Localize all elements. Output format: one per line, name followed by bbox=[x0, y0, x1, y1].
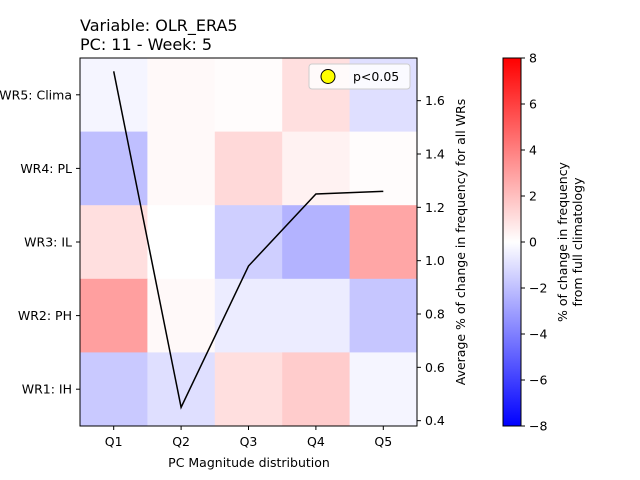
heatmap-cell-1-2 bbox=[214, 131, 283, 206]
y-tick-label: WR2: PH bbox=[18, 308, 72, 323]
heatmap-cell-4-3 bbox=[282, 352, 351, 427]
right-tick-label: 0.8 bbox=[425, 307, 445, 322]
heatmap-cell-0-1 bbox=[147, 58, 216, 133]
colorbar bbox=[502, 57, 522, 427]
heatmap-grid bbox=[80, 58, 418, 427]
heatmap-cell-0-2 bbox=[214, 58, 283, 133]
x-tick-label: Q5 bbox=[374, 434, 392, 449]
chart-title-line-1: Variable: OLR_ERA5 bbox=[80, 16, 238, 36]
colorbar-tick-label: 0 bbox=[529, 235, 537, 250]
x-tick-label: Q1 bbox=[105, 434, 123, 449]
heatmap-cell-3-2 bbox=[214, 278, 283, 353]
heatmap-cell-2-0 bbox=[80, 205, 148, 280]
heatmap-cell-2-4 bbox=[349, 205, 418, 280]
x-tick-label: Q3 bbox=[240, 434, 258, 449]
heatmap-cell-4-2 bbox=[214, 352, 283, 427]
colorbar-tick-label: 6 bbox=[529, 97, 537, 112]
heatmap-cell-0-0 bbox=[80, 58, 148, 133]
colorbar-tick-label: 4 bbox=[529, 143, 537, 158]
right-tick-label: 1.0 bbox=[425, 253, 445, 268]
y-axis-ticks: WR5: Clima WR4: PL WR3: IL WR2: PH WR1: IH bbox=[0, 87, 80, 397]
heatmap-cell-3-1 bbox=[147, 278, 216, 353]
colorbar-tick-label: 2 bbox=[529, 189, 537, 204]
right-tick-label: 0.4 bbox=[425, 413, 445, 428]
plot-frame bbox=[79, 57, 418, 427]
right-tick-label: 1.6 bbox=[425, 93, 445, 108]
x-axis-label: PC Magnitude distribution bbox=[168, 455, 330, 470]
heatmap-cell-3-0 bbox=[80, 278, 148, 353]
colorbar-tick-label: −6 bbox=[529, 373, 547, 388]
right-axis-label: Average % of change in frequency for all… bbox=[453, 99, 468, 386]
heatmap-cell-4-0 bbox=[80, 352, 148, 427]
right-tick-label: 0.6 bbox=[425, 360, 445, 375]
y-tick-label: WR3: IL bbox=[24, 235, 72, 250]
heatmap-cell-4-4 bbox=[349, 352, 418, 427]
heatmap-cell-4-1 bbox=[147, 352, 216, 427]
legend-marker-circle bbox=[320, 69, 336, 84]
legend: p<0.05 bbox=[308, 63, 411, 90]
colorbar-tick-label: 8 bbox=[529, 51, 537, 66]
heatmap-cell-3-4 bbox=[349, 278, 418, 353]
colorbar-tick-label: −2 bbox=[529, 281, 547, 296]
x-tick-label: Q4 bbox=[307, 434, 325, 449]
heatmap-cell-1-0 bbox=[80, 131, 148, 206]
heatmap-cell-3-3 bbox=[282, 278, 351, 353]
legend-label: p<0.05 bbox=[353, 69, 399, 84]
heatmap-cell-1-1 bbox=[147, 131, 216, 206]
right-axis-ticks: 1.6 1.4 1.2 1.0 0.8 0.6 0.4 bbox=[417, 93, 445, 428]
heatmap-cell-1-4 bbox=[349, 131, 418, 206]
colorbar-label-line-2: from full climatology bbox=[570, 177, 585, 307]
colorbar-tick-label: −8 bbox=[529, 419, 547, 434]
x-tick-label: Q2 bbox=[172, 434, 190, 449]
right-tick-label: 1.4 bbox=[425, 147, 445, 162]
colorbar-ticks: 8 6 4 2 0 −2 −4 −6 −8 bbox=[521, 51, 547, 434]
legend-box bbox=[308, 63, 411, 90]
y-tick-label: WR5: Clima bbox=[0, 87, 72, 102]
average-change-line bbox=[112, 71, 384, 410]
x-axis-ticks: Q1 Q2 Q3 Q4 Q5 bbox=[105, 426, 392, 449]
heatmap-cell-2-1 bbox=[147, 205, 216, 280]
colorbar-label-line-1: % of change in frequency bbox=[555, 161, 570, 322]
colorbar-tick-label: −4 bbox=[529, 327, 547, 342]
heatmap-cell-2-3 bbox=[282, 205, 351, 280]
heatmap-cell-2-2 bbox=[214, 205, 283, 280]
y-tick-label: WR1: IH bbox=[22, 382, 72, 397]
right-tick-label: 1.2 bbox=[425, 200, 445, 215]
y-tick-label: WR4: PL bbox=[20, 161, 72, 176]
chart-title-line-2: PC: 11 - Week: 5 bbox=[80, 35, 212, 54]
